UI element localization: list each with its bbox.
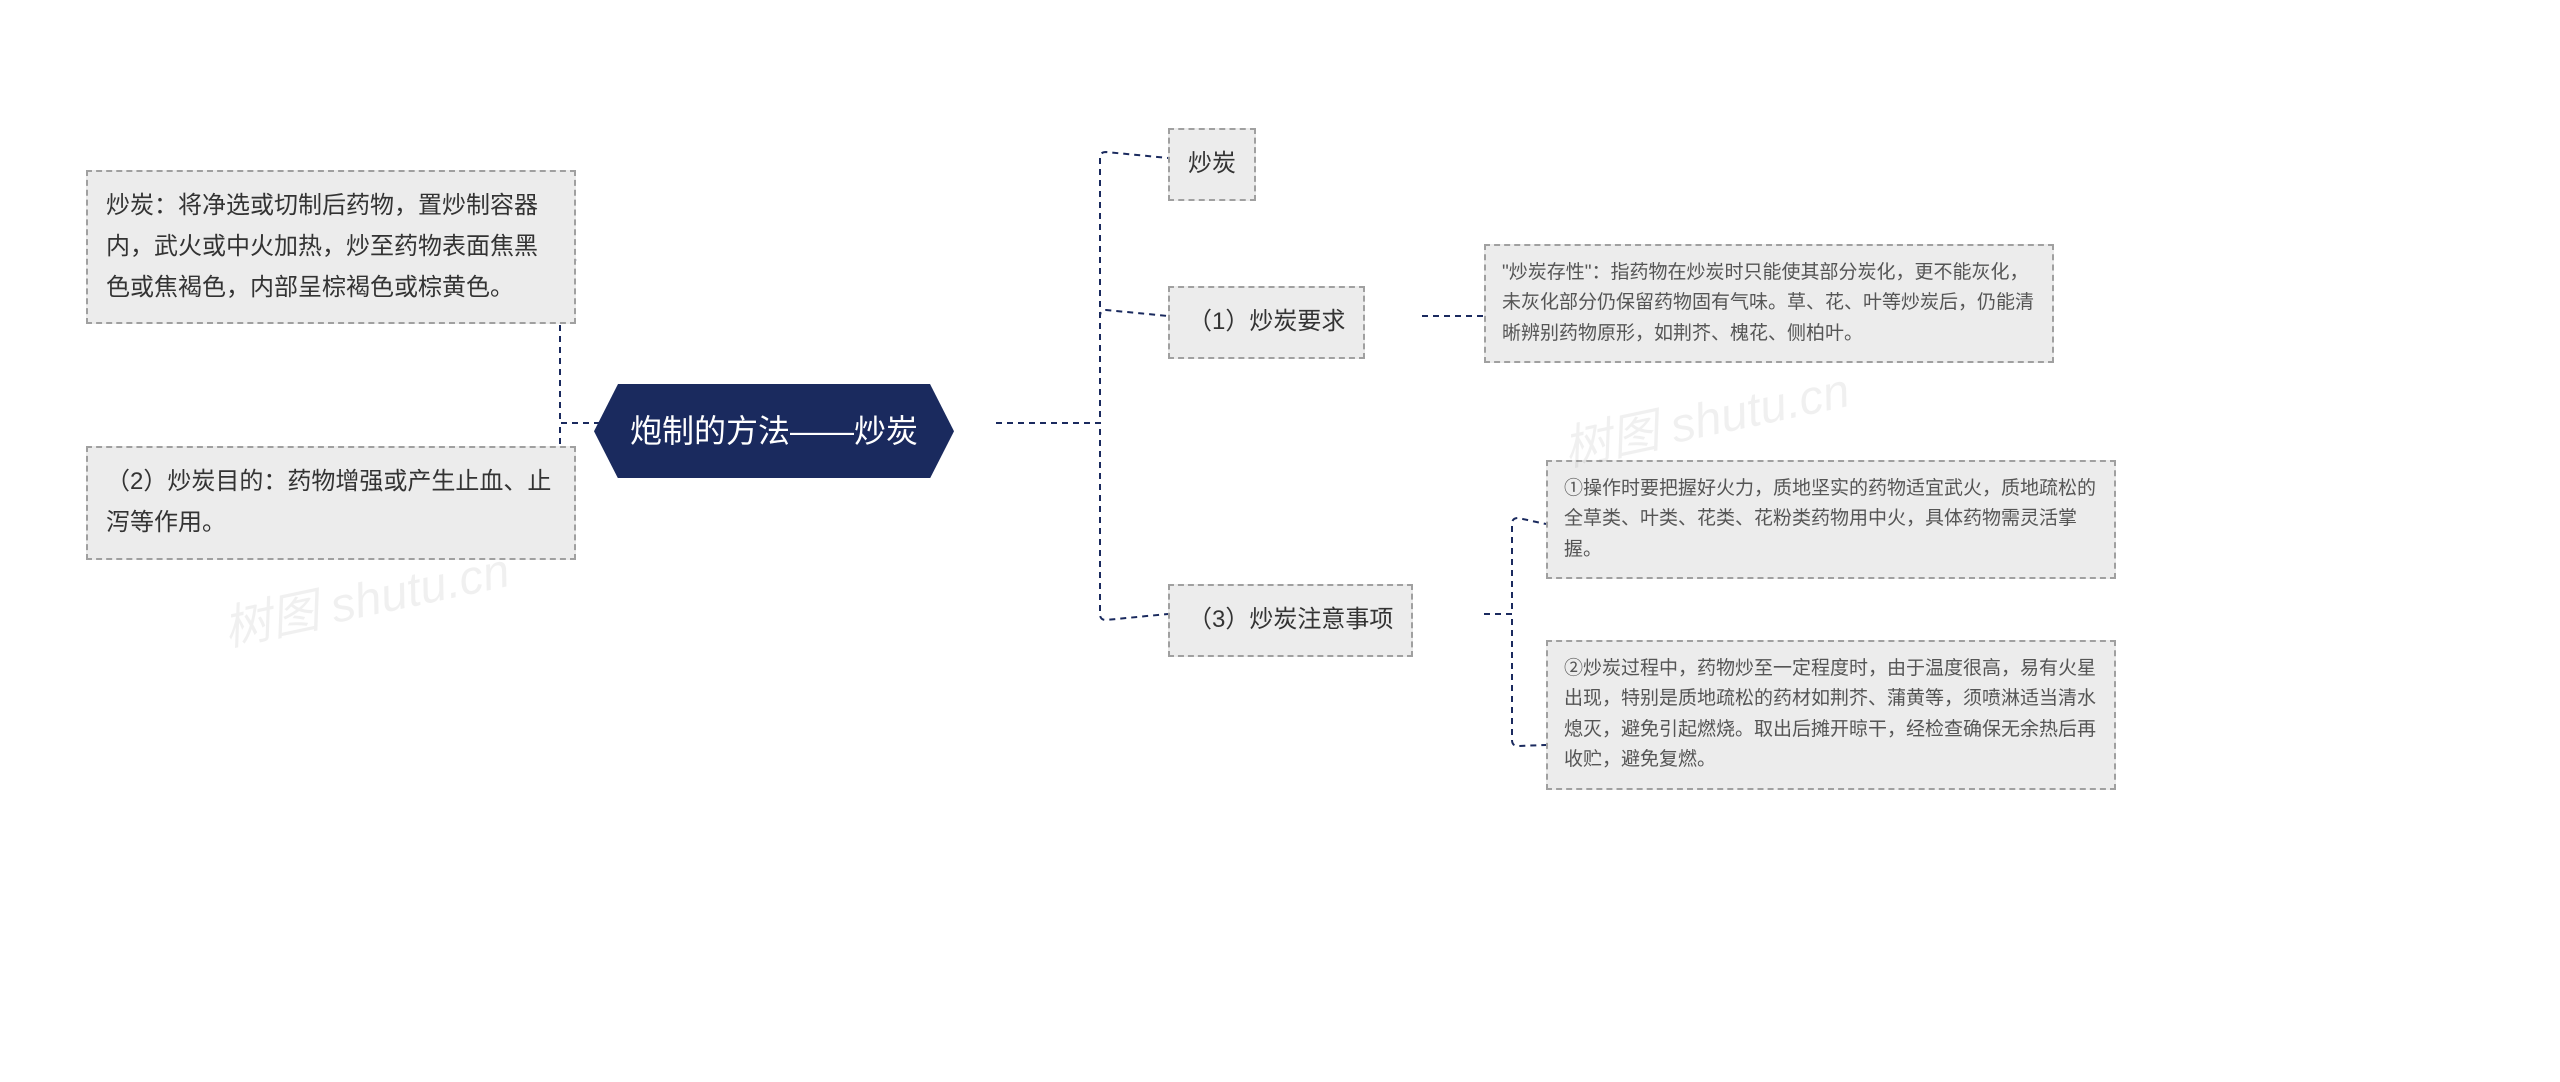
root-node: 炮制的方法——炒炭 (594, 384, 954, 478)
right-notes-box: （3）炒炭注意事项 (1168, 584, 1413, 657)
right-note2-box: ②炒炭过程中，药物炒至一定程度时，由于温度很高，易有火星出现，特别是质地疏松的药… (1546, 640, 2116, 790)
right-header-box: 炒炭 (1168, 128, 1256, 201)
left-definition-box: 炒炭：将净选或切制后药物，置炒制容器内，武火或中火加热，炒至药物表面焦黑色或焦褐… (86, 170, 576, 324)
right-req-desc-box: "炒炭存性"：指药物在炒炭时只能使其部分炭化，更不能灰化，未灰化部分仍保留药物固… (1484, 244, 2054, 363)
root-title: 炮制的方法——炒炭 (630, 413, 918, 449)
right-notes-label: （3）炒炭注意事项 (1188, 606, 1393, 633)
right-req-box: （1）炒炭要求 (1168, 286, 1365, 359)
right-header-text: 炒炭 (1188, 150, 1236, 177)
left-purpose-text: （2）炒炭目的：药物增强或产生止血、止泻等作用。 (106, 468, 551, 536)
right-note1-text: ①操作时要把握好火力，质地坚实的药物适宜武火，质地疏松的全草类、叶类、花类、花粉… (1564, 478, 2096, 560)
right-note2-text: ②炒炭过程中，药物炒至一定程度时，由于温度很高，易有火星出现，特别是质地疏松的药… (1564, 658, 2096, 770)
left-purpose-box: （2）炒炭目的：药物增强或产生止血、止泻等作用。 (86, 446, 576, 560)
right-note1-box: ①操作时要把握好火力，质地坚实的药物适宜武火，质地疏松的全草类、叶类、花类、花粉… (1546, 460, 2116, 579)
left-definition-text: 炒炭：将净选或切制后药物，置炒制容器内，武火或中火加热，炒至药物表面焦黑色或焦褐… (106, 192, 538, 301)
right-req-desc-text: "炒炭存性"：指药物在炒炭时只能使其部分炭化，更不能灰化，未灰化部分仍保留药物固… (1502, 262, 2034, 344)
right-req-label: （1）炒炭要求 (1188, 308, 1345, 335)
